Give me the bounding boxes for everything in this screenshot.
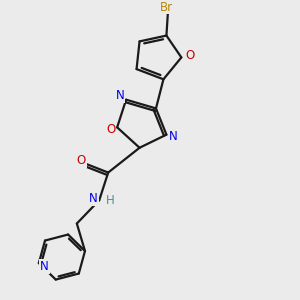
Text: Br: Br (160, 1, 173, 13)
Text: H: H (106, 194, 115, 207)
Text: O: O (106, 123, 115, 136)
Text: N: N (89, 192, 98, 205)
Text: O: O (185, 49, 194, 62)
Text: N: N (169, 130, 177, 142)
Text: O: O (77, 154, 86, 167)
Text: N: N (116, 89, 124, 102)
Text: N: N (40, 260, 49, 273)
